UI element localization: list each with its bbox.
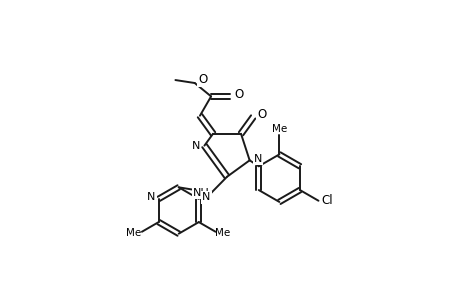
Text: Me: Me — [126, 228, 141, 238]
Text: N: N — [191, 141, 200, 151]
Text: Me: Me — [272, 124, 287, 134]
Text: Me: Me — [215, 228, 230, 238]
Text: O: O — [257, 108, 266, 121]
Text: N: N — [253, 154, 262, 164]
Text: N: N — [202, 192, 210, 203]
Text: O: O — [234, 88, 243, 101]
Text: O: O — [198, 73, 207, 86]
Text: Cl: Cl — [321, 194, 332, 207]
Text: N: N — [147, 192, 155, 203]
Text: NH: NH — [192, 188, 209, 198]
